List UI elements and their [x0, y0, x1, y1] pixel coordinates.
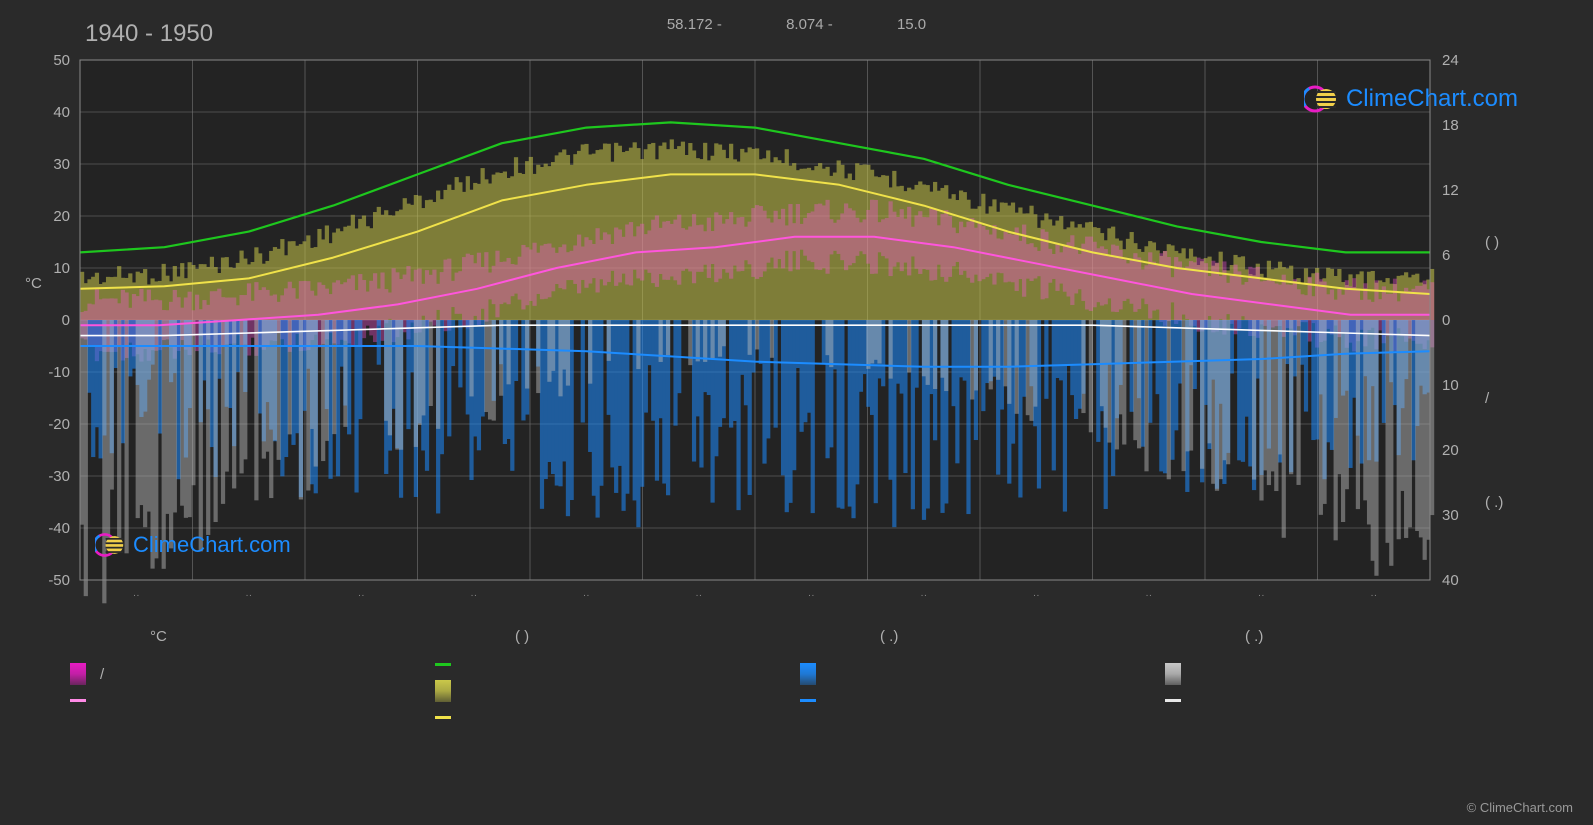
brand-watermark-bottom: ClimeChart.com — [95, 530, 291, 560]
svg-text:··: ·· — [470, 590, 477, 601]
legend-col — [1165, 663, 1530, 719]
brand-text: ClimeChart.com — [133, 532, 291, 558]
copyright: © ClimeChart.com — [1467, 800, 1573, 815]
svg-text:30: 30 — [53, 156, 70, 173]
legend-header-snow: ( .) — [1165, 628, 1530, 645]
brand-logo-icon — [95, 530, 125, 560]
climate-chart: -50 -40 -30 -20 -10 0 10 20 30 40 50 ·· ·· ·· ·· ·· ·· ··… — [0, 0, 1593, 825]
svg-text:··: ·· — [695, 590, 702, 601]
svg-text:30: 30 — [1442, 507, 1459, 524]
legend-header-sun: ( ) — [435, 628, 800, 645]
svg-text:··: ·· — [358, 590, 365, 601]
svg-text:-20: -20 — [48, 416, 70, 433]
svg-text:··: ·· — [583, 590, 590, 601]
legend-label: / — [100, 666, 104, 683]
svg-text:( ): ( ) — [1485, 234, 1499, 251]
legend-header-rain: ( .) — [800, 628, 1165, 645]
svg-text:20: 20 — [1442, 442, 1459, 459]
svg-text:··: ·· — [133, 590, 140, 601]
legend-header-temp: °C — [70, 628, 435, 645]
legend-col — [435, 663, 800, 719]
svg-text:24: 24 — [1442, 52, 1459, 69]
legend-item — [800, 663, 1165, 685]
legend-col — [800, 663, 1165, 719]
legend-item: / — [70, 663, 435, 685]
coordinates-header: 58.172 - 8.074 - 15.0 — [0, 16, 1593, 33]
svg-text:··: ·· — [1033, 590, 1040, 601]
svg-text:··: ·· — [1258, 590, 1265, 601]
legend-swatch-line — [800, 699, 816, 702]
svg-text:0: 0 — [62, 312, 70, 329]
legend-swatch-line — [435, 716, 451, 719]
legend: °C ( ) ( .) ( .) / — [70, 628, 1530, 719]
legend-headers: °C ( ) ( .) ( .) — [70, 628, 1530, 645]
brand-watermark-top: ClimeChart.com — [1304, 82, 1518, 116]
legend-item — [435, 680, 800, 702]
svg-text:-50: -50 — [48, 572, 70, 589]
legend-swatch-box — [1165, 663, 1181, 685]
svg-text:50: 50 — [53, 52, 70, 69]
elevation: 15.0 — [897, 16, 926, 33]
svg-text:··: ·· — [920, 590, 927, 601]
brand-logo-icon — [1304, 82, 1338, 116]
longitude: 8.074 - — [786, 16, 833, 33]
svg-text:6: 6 — [1442, 247, 1450, 264]
legend-item — [800, 699, 1165, 702]
svg-text:( .): ( .) — [1485, 494, 1503, 511]
legend-swatch-line — [70, 699, 86, 702]
svg-text:40: 40 — [1442, 572, 1459, 589]
legend-swatch-box — [435, 680, 451, 702]
legend-item — [1165, 663, 1530, 685]
svg-text:10: 10 — [53, 260, 70, 277]
svg-text:10: 10 — [1442, 377, 1459, 394]
svg-text:40: 40 — [53, 104, 70, 121]
svg-text:··: ·· — [1145, 590, 1152, 601]
left-axis-unit: °C — [25, 275, 42, 292]
legend-col: / — [70, 663, 435, 719]
svg-text:··: ·· — [1370, 590, 1377, 601]
legend-item — [1165, 699, 1530, 702]
legend-swatch-line — [1165, 699, 1181, 702]
brand-text: ClimeChart.com — [1346, 85, 1518, 113]
legend-swatch-box — [800, 663, 816, 685]
latitude: 58.172 - — [667, 16, 722, 33]
svg-text:12: 12 — [1442, 182, 1459, 199]
svg-text:0: 0 — [1442, 312, 1450, 329]
svg-text:··: ·· — [245, 590, 252, 601]
legend-item — [435, 663, 800, 666]
svg-text:20: 20 — [53, 208, 70, 225]
svg-text:18: 18 — [1442, 117, 1459, 134]
legend-item — [435, 716, 800, 719]
legend-swatch-box — [70, 663, 86, 685]
svg-text:/: / — [1485, 390, 1490, 407]
svg-text:··: ·· — [808, 590, 815, 601]
svg-text:-10: -10 — [48, 364, 70, 381]
svg-text:-40: -40 — [48, 520, 70, 537]
legend-item — [70, 699, 435, 702]
svg-text:-30: -30 — [48, 468, 70, 485]
legend-swatch-line — [435, 663, 451, 666]
